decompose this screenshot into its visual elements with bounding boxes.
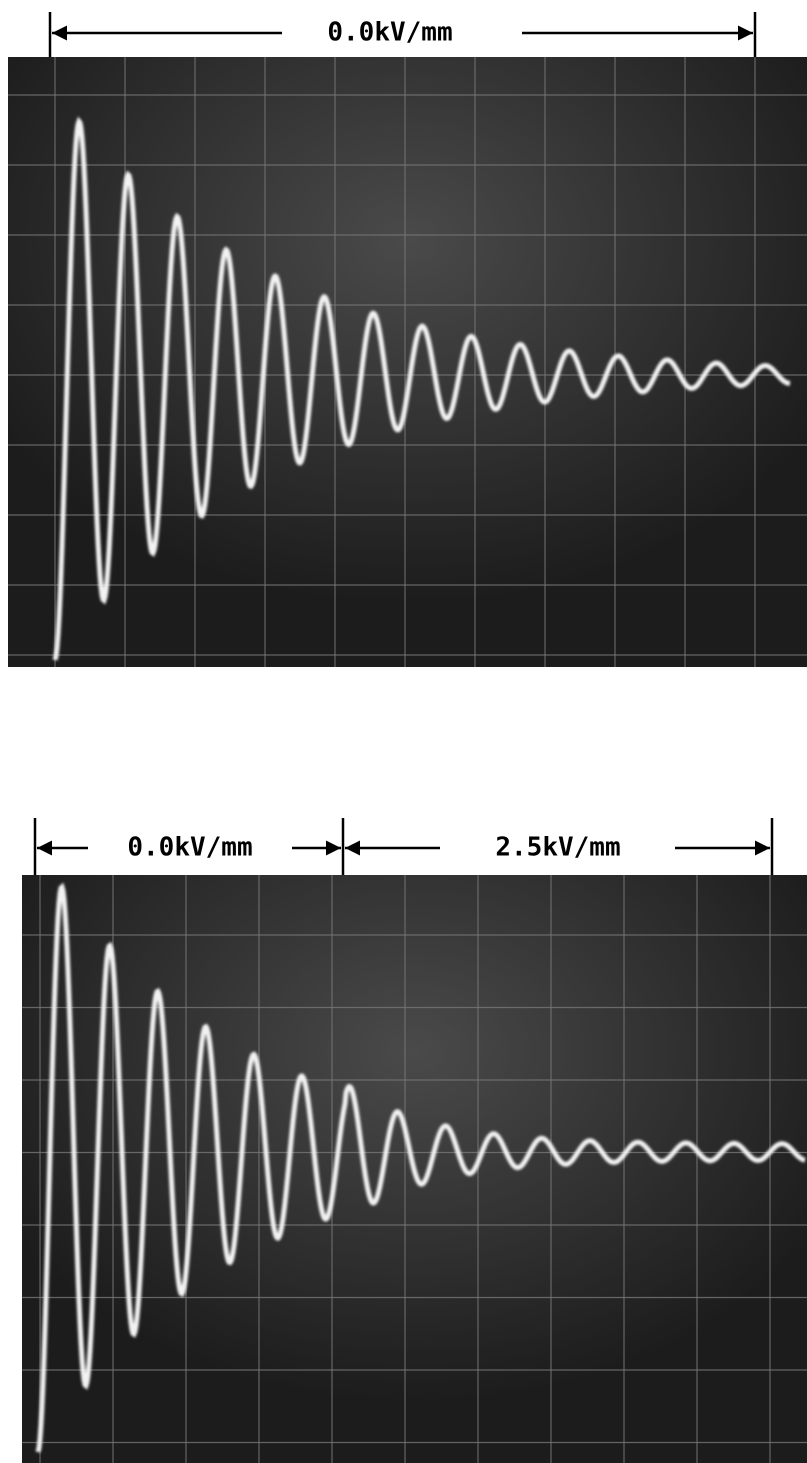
waveform <box>52 116 791 661</box>
waveform <box>35 882 806 1453</box>
grid <box>8 57 807 667</box>
panel-bottom: 0.0kV/mm 2.5kV/mm <box>22 818 807 1463</box>
field-label: 0.0kV/mm <box>327 18 452 48</box>
panel-top: 0.0kV/mm <box>8 12 807 667</box>
grid <box>22 875 807 1463</box>
field-label: 2.5kV/mm <box>495 833 620 863</box>
scope-screen <box>8 57 807 667</box>
field-label: 0.0kV/mm <box>127 833 252 863</box>
